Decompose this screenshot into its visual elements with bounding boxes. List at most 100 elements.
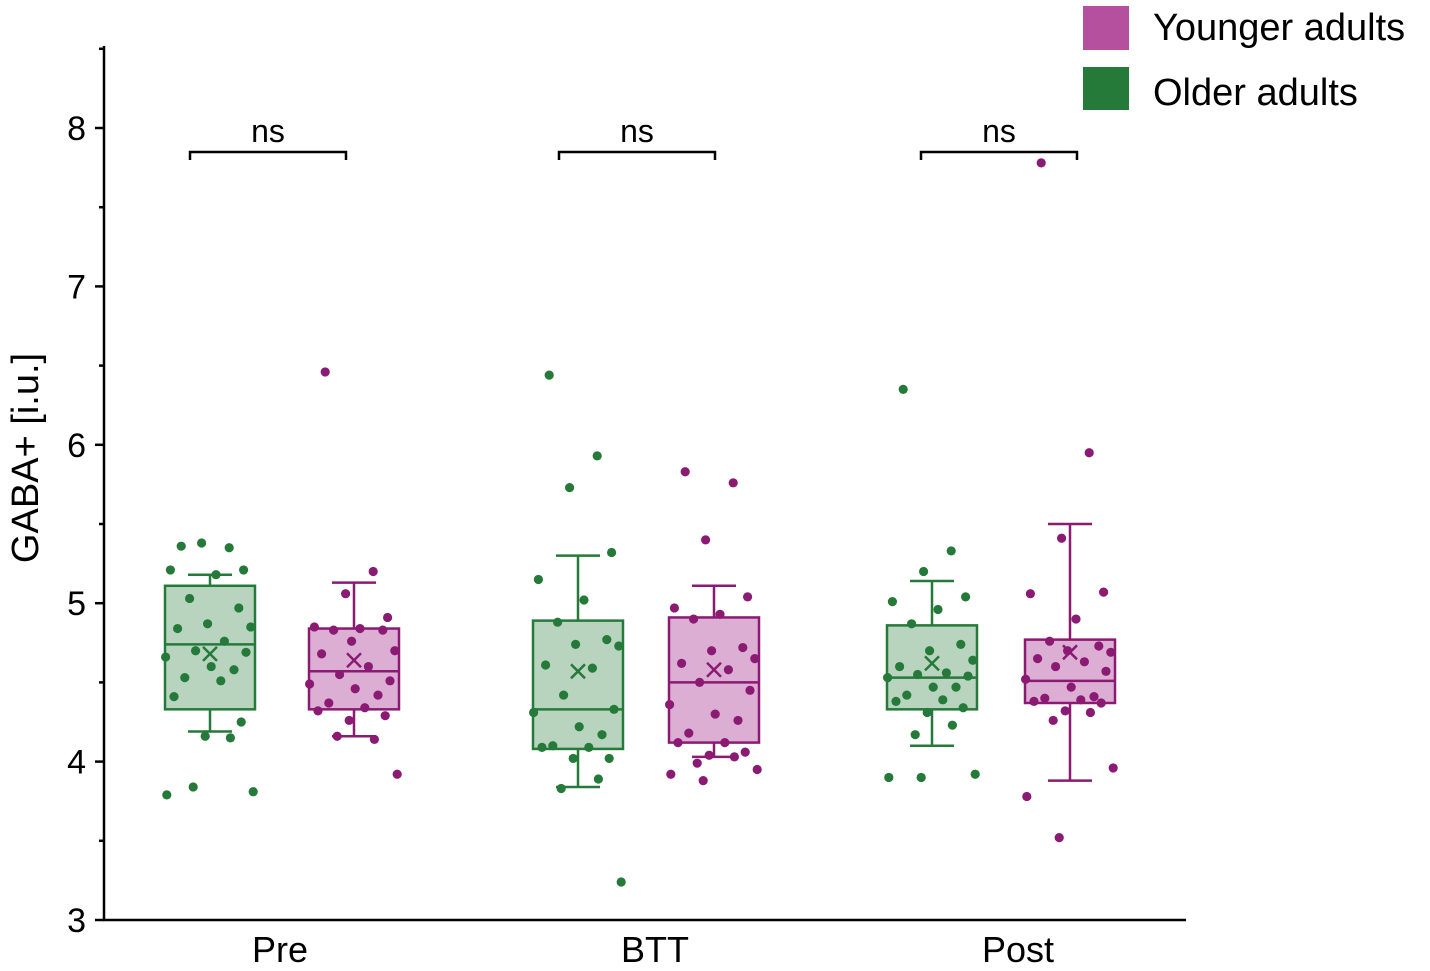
data-point xyxy=(1094,641,1104,651)
y-tick-label-7: 7 xyxy=(67,268,86,306)
data-point xyxy=(958,703,968,713)
data-point xyxy=(898,384,908,394)
data-point xyxy=(684,728,694,738)
data-point xyxy=(902,690,912,700)
data-point xyxy=(666,769,676,779)
data-point xyxy=(701,535,711,545)
data-point xyxy=(704,750,714,760)
data-point xyxy=(1048,715,1058,726)
data-point xyxy=(1029,696,1039,707)
data-point xyxy=(162,790,172,800)
data-point xyxy=(248,787,258,797)
x-tick-labels: Pre BTT Post xyxy=(252,929,1054,970)
data-point xyxy=(309,622,319,632)
data-point xyxy=(1089,692,1099,702)
y-tick-label-4: 4 xyxy=(67,744,86,782)
y-tick-label-6: 6 xyxy=(67,427,86,465)
data-point xyxy=(360,703,370,713)
x-tick-label-btt: BTT xyxy=(621,929,689,970)
data-point xyxy=(913,669,923,680)
data-point xyxy=(584,742,594,752)
data-point xyxy=(236,717,246,727)
mean-marker xyxy=(1062,644,1078,661)
data-point xyxy=(1108,763,1118,773)
data-point xyxy=(1033,654,1043,664)
data-point xyxy=(1099,587,1109,597)
data-point xyxy=(607,547,617,558)
data-point xyxy=(169,692,179,702)
data-point xyxy=(883,673,893,683)
data-point xyxy=(529,707,539,718)
data-point xyxy=(720,737,730,748)
data-point xyxy=(891,696,901,707)
data-point xyxy=(916,772,926,783)
data-point xyxy=(752,764,762,775)
data-point xyxy=(1060,706,1070,716)
data-point xyxy=(698,776,708,786)
data-point xyxy=(587,663,598,673)
data-point xyxy=(568,753,578,764)
sig-bracket-post xyxy=(919,150,1079,160)
data-point xyxy=(1071,614,1081,624)
legend: Younger adults Older adults xyxy=(1083,6,1405,114)
data-point xyxy=(385,676,395,686)
data-point xyxy=(738,642,748,653)
data-point xyxy=(305,679,315,689)
data-point xyxy=(556,783,566,794)
mean-marker xyxy=(924,655,940,672)
data-point xyxy=(707,646,717,656)
data-point xyxy=(544,370,554,380)
data-point xyxy=(614,641,624,651)
box-older-post xyxy=(883,384,980,783)
data-point xyxy=(378,625,388,635)
data-point xyxy=(677,658,687,668)
data-point xyxy=(602,635,612,645)
box-younger-post xyxy=(1021,158,1118,843)
data-point xyxy=(165,565,175,575)
data-point xyxy=(219,636,229,646)
iqr-box xyxy=(667,616,761,744)
data-point xyxy=(695,677,705,688)
data-point xyxy=(173,623,183,634)
data-point xyxy=(1101,666,1111,676)
data-point xyxy=(925,646,935,656)
data-point xyxy=(933,604,943,615)
data-point xyxy=(188,782,198,792)
data-point xyxy=(241,647,251,657)
data-point xyxy=(1054,833,1064,843)
data-point xyxy=(574,722,584,732)
data-point xyxy=(185,593,195,604)
data-point xyxy=(553,617,563,627)
data-point xyxy=(946,546,956,556)
data-point xyxy=(332,731,342,741)
data-point xyxy=(537,742,547,752)
data-point xyxy=(335,669,345,680)
data-point xyxy=(710,709,720,719)
significance-brackets: ns ns ns xyxy=(188,113,1079,160)
sig-label-pre: ns xyxy=(251,113,285,149)
data-point xyxy=(1021,674,1031,684)
data-point xyxy=(1066,682,1076,692)
x-tick-label-post: Post xyxy=(982,929,1054,970)
data-point xyxy=(347,636,357,646)
data-point xyxy=(246,622,256,632)
data-point xyxy=(373,690,383,700)
data-point xyxy=(329,625,339,635)
data-point xyxy=(665,699,675,710)
y-tick-label-5: 5 xyxy=(67,585,86,623)
data-point xyxy=(1079,657,1089,667)
data-point xyxy=(887,597,898,607)
sig-bracket-pre xyxy=(188,150,348,160)
data-point xyxy=(548,741,558,751)
data-point xyxy=(369,734,379,745)
data-point xyxy=(970,769,980,779)
data-point xyxy=(313,706,323,716)
data-point xyxy=(723,665,734,675)
y-ticks: 3 4 5 6 7 8 xyxy=(67,47,104,940)
data-point xyxy=(593,774,604,784)
data-point xyxy=(692,758,702,768)
data-point xyxy=(571,639,581,649)
data-point xyxy=(1076,695,1086,705)
data-point xyxy=(180,673,190,683)
data-point xyxy=(203,619,213,629)
